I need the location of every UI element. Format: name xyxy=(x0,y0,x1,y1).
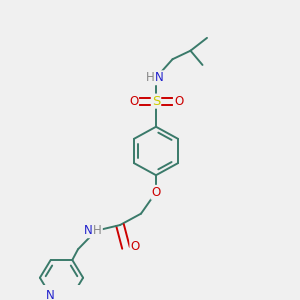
Text: N: N xyxy=(46,289,55,300)
Text: O: O xyxy=(152,186,160,199)
Text: H: H xyxy=(93,224,102,237)
Text: O: O xyxy=(174,94,183,108)
Text: N: N xyxy=(155,71,164,84)
Text: O: O xyxy=(129,94,138,108)
Text: N: N xyxy=(84,224,93,237)
Text: H: H xyxy=(146,71,155,84)
Text: O: O xyxy=(130,240,140,253)
Text: S: S xyxy=(152,94,160,108)
